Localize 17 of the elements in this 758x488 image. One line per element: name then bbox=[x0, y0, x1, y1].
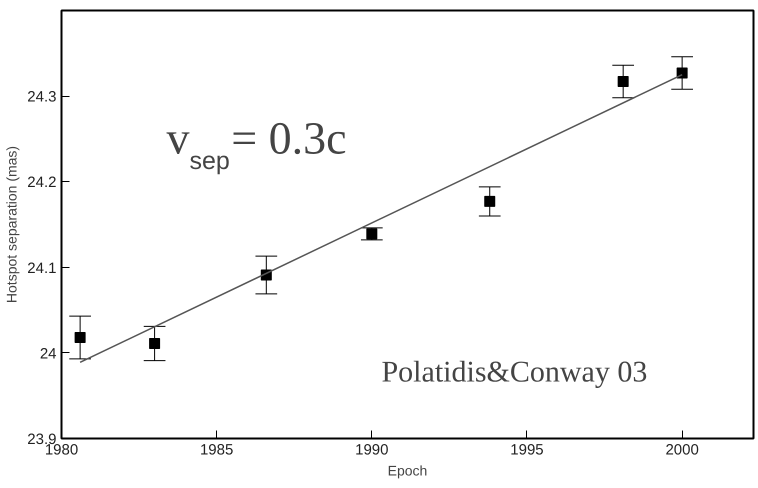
y-tick-label: 24 bbox=[40, 345, 57, 362]
x-tick-label: 1995 bbox=[510, 442, 544, 458]
point bbox=[74, 332, 86, 343]
point bbox=[366, 228, 378, 240]
x-tick-label: 1990 bbox=[355, 442, 389, 458]
annotation: Polatidis&Conway 03 bbox=[382, 356, 648, 388]
x-axis-title: Epoch bbox=[388, 462, 428, 478]
point bbox=[484, 196, 496, 207]
y-tick-label: 24.1 bbox=[27, 260, 57, 277]
y-axis-title: Hotspot separation (mas) bbox=[3, 146, 20, 304]
point bbox=[149, 338, 160, 349]
y-tick-label: 24.2 bbox=[27, 174, 57, 192]
point bbox=[618, 76, 629, 88]
point bbox=[676, 67, 688, 78]
x-tick-label: 2000 bbox=[665, 442, 699, 458]
y-tick-label: 24.3 bbox=[27, 88, 57, 106]
x-tick-label: 1985 bbox=[200, 442, 234, 458]
